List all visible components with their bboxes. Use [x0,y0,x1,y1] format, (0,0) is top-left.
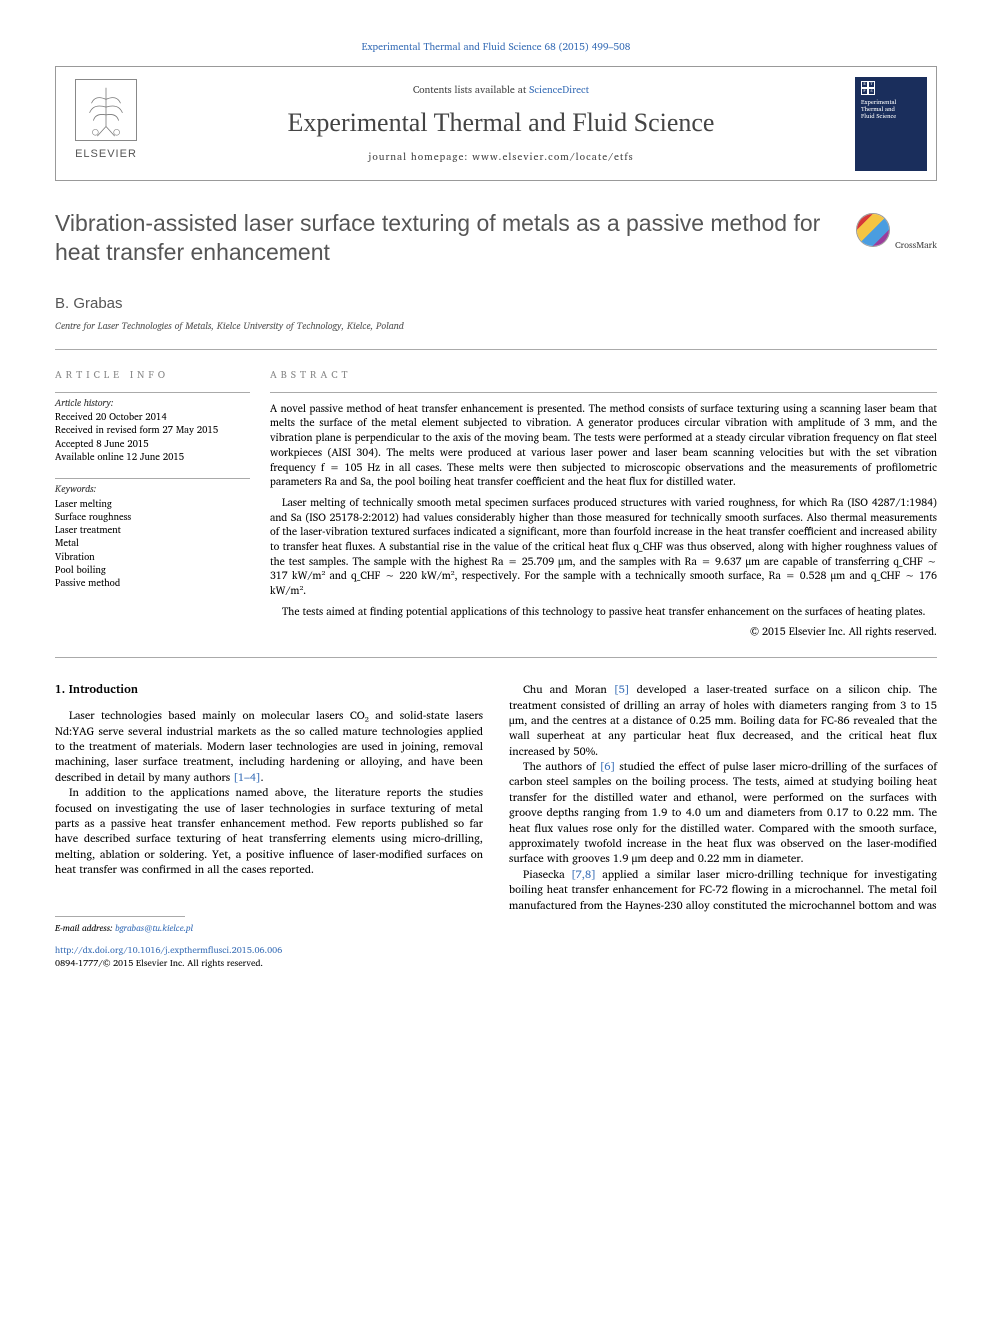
online-date: Available online 12 June 2015 [55,451,250,464]
abstract-rule [270,392,937,393]
accepted-date: Accepted 8 June 2015 [55,438,250,451]
body-p: The authors of [6] studied the effect of… [509,759,937,867]
citation-line: Experimental Thermal and Fluid Science 6… [55,40,937,54]
header-center: Contents lists available at ScienceDirec… [156,67,846,180]
body-p: Piasecka [7,8] applied a similar laser m… [509,867,937,913]
affiliation: Centre for Laser Technologies of Metals,… [55,320,937,333]
crossmark-badge[interactable]: CrossMark [847,209,937,279]
abstract-label: abstract [270,368,937,382]
column-left: 1. Introduction Laser technologies based… [55,682,483,969]
divider [55,349,937,350]
crossmark-icon [856,213,890,247]
journal-homepage: journal homepage: www.elsevier.com/locat… [368,150,633,164]
info-abstract-row: article info Article history: Received 2… [55,368,937,639]
journal-header: ELSEVIER Contents lists available at Sci… [55,66,937,181]
keyword: Pool boiling [55,564,250,577]
history-head: Article history: [55,397,250,410]
contents-prefix: Contents lists available at [413,82,529,98]
cover-grid-icon: ETFS [861,81,875,95]
body-p: Laser technologies based mainly on molec… [55,708,483,785]
abstract-p2: Laser melting of technically smooth meta… [270,495,937,598]
title-block: Vibration-assisted laser surface texturi… [55,209,937,279]
keyword: Surface roughness [55,511,250,524]
cover-line-3: Fluid Science [861,113,896,120]
issn-copyright: 0894-1777/© 2015 Elsevier Inc. All right… [55,955,263,970]
abstract: abstract A novel passive method of heat … [270,368,937,639]
journal-title: Experimental Thermal and Fluid Science [288,105,715,141]
authors: B. Grabas [55,293,937,314]
article-info-label: article info [55,368,250,382]
article-info: article info Article history: Received 2… [55,368,270,639]
keyword: Metal [55,537,250,550]
sciencedirect-link[interactable]: ScienceDirect [529,82,589,98]
elsevier-logo: ELSEVIER [70,79,142,169]
publisher-logo-cell: ELSEVIER [56,67,156,180]
article-title: Vibration-assisted laser surface texturi… [55,209,847,267]
keyword: Laser melting [55,498,250,511]
article-history: Article history: Received 20 October 201… [55,392,250,464]
keyword: Vibration [55,551,250,564]
email-link[interactable]: bgrabas@tu.kielce.pl [115,920,193,935]
elsevier-wordmark: ELSEVIER [75,147,137,162]
body-p: In addition to the applications named ab… [55,785,483,877]
keywords-head: Keywords: [55,483,250,496]
keyword: Laser treatment [55,524,250,537]
received-date: Received 20 October 2014 [55,411,250,424]
doi-block: http://dx.doi.org/10.1016/j.expthermflus… [55,944,483,969]
abstract-copyright: © 2015 Elsevier Inc. All rights reserved… [270,624,937,639]
contents-available: Contents lists available at ScienceDirec… [413,83,589,97]
email-label: E-mail address: [55,920,115,935]
journal-cover-cell: ETFS Experimental Thermal and Fluid Scie… [846,67,936,180]
body-p: Chu and Moran [5] developed a laser-trea… [509,682,937,759]
abstract-p1: A novel passive method of heat transfer … [270,401,937,489]
email-line: E-mail address: bgrabas@tu.kielce.pl [55,922,483,935]
crossmark-text: CrossMark [895,239,937,252]
footnote-rule [55,916,185,917]
keywords-block: Keywords: Laser melting Surface roughnes… [55,478,250,590]
revised-date: Received in revised form 27 May 2015 [55,424,250,437]
abstract-p3: The tests aimed at finding potential app… [270,604,937,619]
intro-heading: 1. Introduction [55,682,483,698]
divider [55,657,937,658]
journal-cover: ETFS Experimental Thermal and Fluid Scie… [855,77,927,171]
column-right: Chu and Moran [5] developed a laser-trea… [509,682,937,969]
elsevier-tree-icon [75,79,137,141]
keyword: Passive method [55,577,250,590]
body-columns: 1. Introduction Laser technologies based… [55,682,937,969]
